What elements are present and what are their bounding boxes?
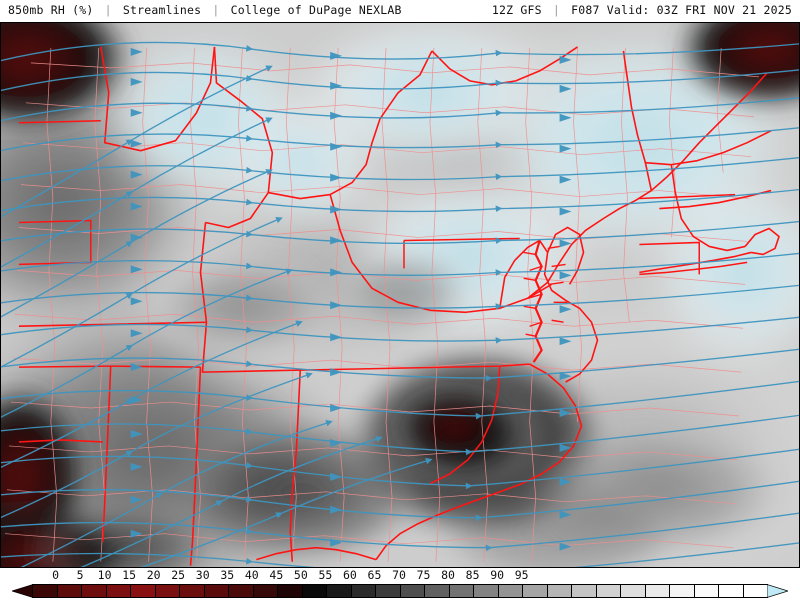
colorbar-cell xyxy=(743,585,767,597)
colorbar-cell xyxy=(474,585,499,597)
colorbar-cell xyxy=(302,585,327,597)
colorbar-cell xyxy=(523,585,548,597)
map-layers xyxy=(1,23,799,567)
colorbar-cell xyxy=(449,585,474,597)
header-left-text: 850mb RH (%) | Streamlines | College of … xyxy=(8,3,402,17)
colorbar-tick-label: 35 xyxy=(220,568,235,582)
colorbar-tick-label: 55 xyxy=(318,568,333,582)
colorbar-cell xyxy=(351,585,376,597)
header-model-label: 12Z GFS xyxy=(491,3,542,17)
colorbar-cell xyxy=(106,585,131,597)
header-bar: 850mb RH (%) | Streamlines | College of … xyxy=(0,0,800,22)
colorbar-cell xyxy=(180,585,205,597)
colorbar-over-arrow xyxy=(767,584,788,598)
colorbar-cell xyxy=(719,585,744,597)
colorbar-cell xyxy=(33,585,58,597)
colorbar-cell xyxy=(596,585,621,597)
colorbar-tick-label: 95 xyxy=(514,568,529,582)
colorbar-cell xyxy=(204,585,229,597)
colorbar-legend: 0 5 10 15 20 25 30 35 40 45 50 55 60 65 70 75 80 85 90 95 xyxy=(0,568,800,600)
colorbar-under-arrow xyxy=(12,584,33,598)
header-right-text: 12Z GFS | F087 Valid: 03Z FRI NOV 21 202… xyxy=(492,3,792,17)
colorbar-cell xyxy=(229,585,254,597)
colorbar-cell xyxy=(400,585,425,597)
colorbar-cell xyxy=(670,585,695,597)
colorbar-cell xyxy=(327,585,352,597)
colorbar-tick-label: 65 xyxy=(367,568,382,582)
colorbar-tick-label: 60 xyxy=(342,568,357,582)
colorbar-cell xyxy=(425,585,450,597)
map-frame[interactable] xyxy=(0,22,800,568)
colorbar-tick-label: 25 xyxy=(171,568,186,582)
colorbar-cell xyxy=(694,585,719,597)
colorbar-cell xyxy=(645,585,670,597)
colorbar-tick-label: 50 xyxy=(293,568,308,582)
colorbar-tick-label: 20 xyxy=(146,568,161,582)
header-overlay-label: Streamlines xyxy=(122,3,202,17)
colorbar-cell xyxy=(82,585,107,597)
colorbar-cell xyxy=(155,585,180,597)
streamline-overlay xyxy=(1,39,799,567)
header-valid-time-label: F087 Valid: 03Z FRI NOV 21 2025 xyxy=(571,3,792,17)
colorbar-tick-label: 30 xyxy=(195,568,210,582)
header-separator-3: | xyxy=(552,3,561,17)
header-separator-1: | xyxy=(104,3,112,17)
header-separator-2: | xyxy=(212,3,220,17)
colorbar-cell xyxy=(57,585,82,597)
colorbar-tick-label: 70 xyxy=(392,568,406,582)
colorbar-cell xyxy=(547,585,572,597)
colorbar-tick-labels: 0 5 10 15 20 25 30 35 40 45 50 55 60 65 70 75 80 85 90 95 xyxy=(0,568,800,583)
colorbar-cells xyxy=(32,584,768,598)
header-field-label: 850mb RH (%) xyxy=(8,3,94,17)
colorbar-cell xyxy=(376,585,401,597)
colorbar-cell xyxy=(572,585,597,597)
header-source-label: College of DuPage NEXLAB xyxy=(230,3,402,17)
colorbar-tick-label: 85 xyxy=(465,568,480,582)
colorbar-tick-label: 40 xyxy=(244,568,259,582)
colorbar xyxy=(12,584,788,598)
colorbar-tick-label: 75 xyxy=(416,568,431,582)
colorbar-tick-label: 45 xyxy=(269,568,284,582)
colorbar-tick-label: 80 xyxy=(441,568,455,582)
colorbar-tick-label: 0 xyxy=(52,568,59,582)
colorbar-tick-label: 10 xyxy=(97,568,112,582)
colorbar-cell xyxy=(498,585,523,597)
colorbar-cell xyxy=(621,585,646,597)
colorbar-cell xyxy=(278,585,303,597)
colorbar-tick-label: 15 xyxy=(122,568,137,582)
colorbar-cell xyxy=(131,585,156,597)
colorbar-cell xyxy=(253,585,278,597)
colorbar-tick-label: 5 xyxy=(76,568,84,582)
colorbar-tick-label: 90 xyxy=(490,568,505,582)
